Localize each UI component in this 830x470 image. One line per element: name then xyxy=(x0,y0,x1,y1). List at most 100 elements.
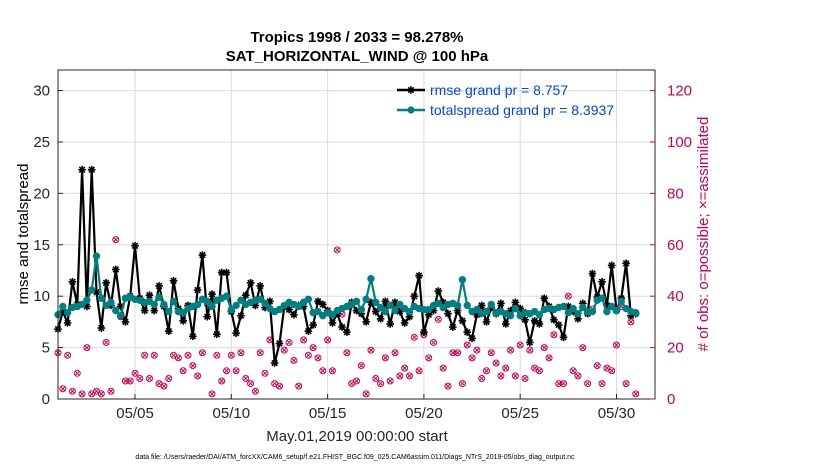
obs-possible-marker xyxy=(251,387,259,395)
marker-stroke xyxy=(93,288,100,296)
obs-assimilated-marker xyxy=(147,376,152,381)
rmse-point xyxy=(213,330,221,339)
obs-possible-marker xyxy=(304,351,312,359)
obs-possible-marker xyxy=(632,390,640,398)
obs-assimilated-marker xyxy=(262,370,268,376)
obs-count-point xyxy=(141,351,149,359)
totalspread-point xyxy=(362,295,370,303)
totalspread-point xyxy=(107,298,115,307)
rmse-point xyxy=(193,286,202,294)
totalspread-point xyxy=(559,302,568,311)
marker-stroke xyxy=(478,302,485,309)
obs-possible-marker xyxy=(73,369,81,377)
obs-possible-marker xyxy=(535,367,543,375)
obs-possible-marker xyxy=(478,374,486,382)
obs-assimilated-marker xyxy=(541,345,547,350)
rmse-point xyxy=(102,279,110,287)
totalspread-point xyxy=(511,304,520,313)
obs-possible-marker xyxy=(290,356,298,364)
obs-count-point xyxy=(593,362,601,370)
marker-stroke xyxy=(155,282,163,290)
legend-totalspread-marker xyxy=(407,106,415,114)
totalspread-point xyxy=(482,307,491,316)
totalspread-point xyxy=(405,307,414,316)
obs-assimilated-marker xyxy=(445,383,451,389)
rmse-point xyxy=(362,318,370,326)
legend-rmse-label: rmse grand pr = 8.757 xyxy=(430,82,568,98)
obs-assimilated-marker xyxy=(387,378,393,384)
marker-stroke xyxy=(305,327,312,335)
obs-assimilated-marker xyxy=(277,383,282,389)
obs-assimilated-marker xyxy=(190,363,196,368)
obs-possible-marker xyxy=(309,344,317,352)
marker-stroke xyxy=(622,259,630,267)
obs-possible-marker xyxy=(482,367,490,375)
x-axis: 05/05 05/10 05/15 05/20 05/25 05/30 xyxy=(116,394,635,422)
obs-possible-marker xyxy=(555,380,563,388)
marker-stroke xyxy=(372,308,380,315)
obs-possible-marker xyxy=(208,390,216,398)
obs-assimilated-marker xyxy=(484,368,489,374)
obs-assimilated-marker xyxy=(79,391,85,397)
obs-possible-marker xyxy=(227,351,235,359)
x-tick-label: 05/25 xyxy=(501,405,539,422)
rmse-point xyxy=(285,305,293,314)
obs-assimilated-marker xyxy=(368,347,374,353)
obs-possible-marker xyxy=(550,331,558,339)
y-left-tick-label: 30 xyxy=(33,83,50,100)
obs-count-point xyxy=(314,354,322,362)
obs-count-point xyxy=(526,346,534,354)
obs-possible-marker xyxy=(324,336,332,344)
obs-assimilated-marker xyxy=(243,376,249,381)
obs-possible-marker xyxy=(458,380,466,388)
marker-stroke xyxy=(407,86,415,94)
marker-stroke xyxy=(285,306,293,313)
rmse-point xyxy=(304,327,313,335)
obs-possible-marker xyxy=(473,346,481,354)
obs-count-point xyxy=(386,377,394,385)
marker-stroke xyxy=(203,313,211,321)
totalspread-point xyxy=(357,305,366,314)
obs-count-point xyxy=(579,344,587,352)
obs-assimilated-marker xyxy=(614,342,619,348)
rmse-point xyxy=(468,334,476,343)
rmse-point xyxy=(145,291,154,299)
totalspread-point xyxy=(193,300,202,309)
obs-assimilated-marker xyxy=(161,383,167,389)
rmse-point xyxy=(87,165,96,174)
obs-assimilated-marker xyxy=(575,373,581,379)
obs-possible-marker xyxy=(396,372,404,380)
obs-possible-marker xyxy=(136,374,144,382)
marker-stroke xyxy=(131,242,139,250)
obs-possible-marker xyxy=(328,367,336,375)
totalspread-point xyxy=(458,276,467,284)
rmse-point xyxy=(208,290,216,298)
totalspread-point xyxy=(352,297,361,306)
obs-possible-marker xyxy=(83,344,91,352)
obs-possible-marker xyxy=(444,382,452,390)
marker-stroke xyxy=(377,315,384,323)
obs-count-point xyxy=(425,354,433,362)
totalspread-point xyxy=(88,286,96,294)
obs-possible-marker xyxy=(314,354,322,362)
obs-assimilated-marker xyxy=(407,373,412,379)
obs-count-point xyxy=(410,333,418,341)
totalspread-point xyxy=(97,294,106,302)
obs-assimilated-marker xyxy=(166,376,172,381)
obs-assimilated-marker xyxy=(354,378,359,384)
rmse-point xyxy=(415,271,423,280)
x-tick-label: 05/15 xyxy=(309,405,347,422)
obs-count-point xyxy=(478,374,486,382)
obs-possible-marker xyxy=(622,380,630,388)
totalspread-point xyxy=(59,302,67,311)
obs-possible-marker xyxy=(516,341,524,349)
totalspread-point xyxy=(116,312,125,320)
rmse-point xyxy=(203,312,212,321)
marker-stroke xyxy=(430,307,437,314)
obs-possible-marker xyxy=(333,246,341,254)
marker-stroke xyxy=(199,251,206,259)
obs-count-point xyxy=(232,367,240,375)
obs-possible-marker xyxy=(569,367,577,375)
obs-possible-marker xyxy=(584,380,592,388)
obs-count-point xyxy=(458,380,466,388)
